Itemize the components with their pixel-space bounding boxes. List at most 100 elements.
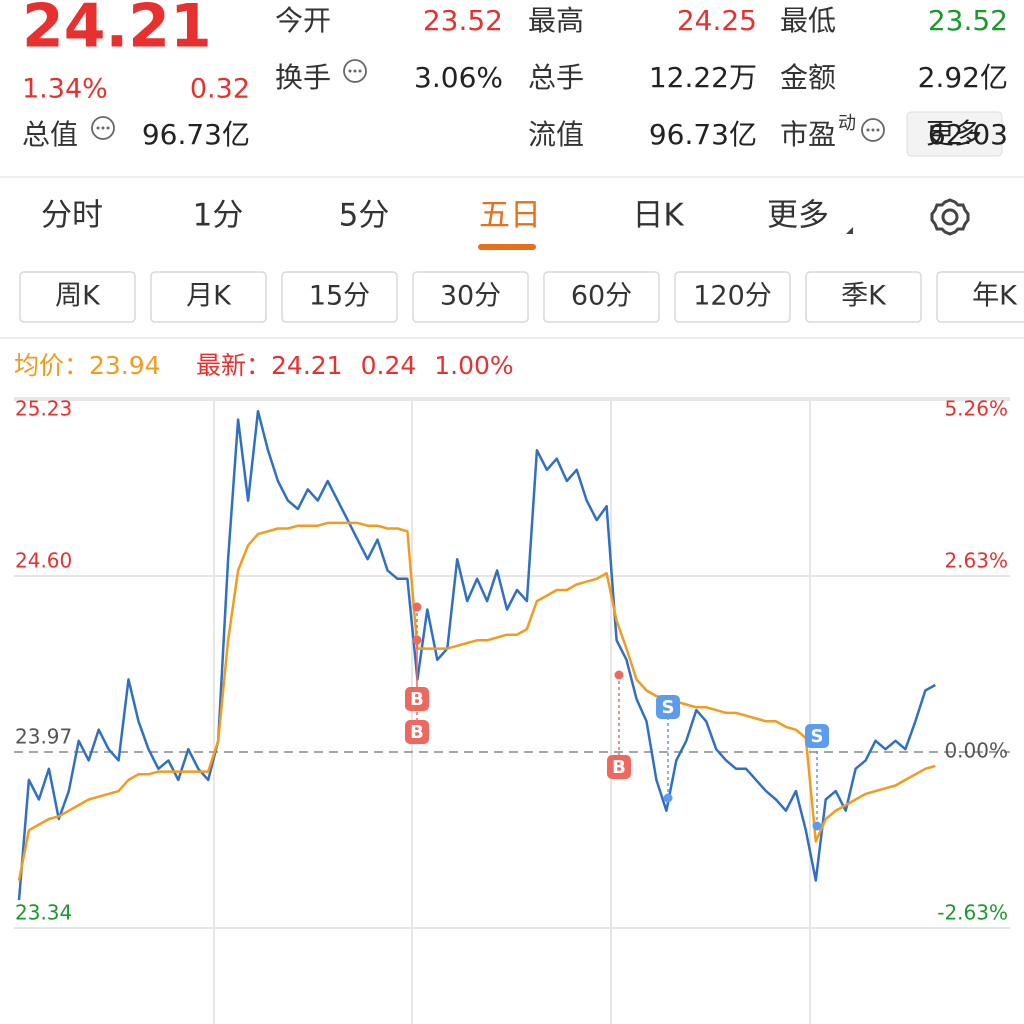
dropdown-icon xyxy=(846,227,853,234)
marker-badge xyxy=(607,755,631,779)
info-circle xyxy=(861,118,885,142)
tab[interactable]: 5分 xyxy=(339,198,390,234)
marker-dot xyxy=(663,793,673,803)
info-dot xyxy=(101,126,105,130)
settings-icon[interactable] xyxy=(930,198,970,236)
y2-tick-label: 0.00% xyxy=(944,739,1008,763)
marker-dot xyxy=(614,670,624,680)
legend-last: 最新：24.21 0.24 1.00% xyxy=(196,351,514,380)
subtab-text[interactable]: 季K xyxy=(841,281,887,312)
avg-line xyxy=(17,521,936,881)
stat-label: 总手 xyxy=(528,61,584,94)
stat-label-sup: 动 xyxy=(838,113,856,134)
stat-value: 96.73亿 xyxy=(649,118,757,151)
legend-value: 0.24 xyxy=(361,351,417,380)
stat-label: 市盈 xyxy=(780,118,836,151)
price: 24.21 xyxy=(22,0,212,62)
y-tick-label: 23.97 xyxy=(15,725,72,749)
subtab-button[interactable] xyxy=(936,271,1024,323)
stat-value: 3.06% xyxy=(414,61,503,94)
stat-value: 23.52 xyxy=(928,4,1008,37)
stat-label: 流值 xyxy=(528,118,584,151)
marker-dot xyxy=(412,635,422,645)
stat-label: 金额 xyxy=(780,61,836,94)
legend-label: 最新： xyxy=(196,351,271,380)
stat-label: 最高 xyxy=(528,4,584,37)
stat-value: 24.25 xyxy=(677,4,757,37)
legend-value: 23.94 xyxy=(89,351,161,380)
subtab-button[interactable] xyxy=(19,271,136,323)
marker-badge xyxy=(656,695,680,719)
stat-value: 2.92亿 xyxy=(918,61,1008,94)
marker-label: B xyxy=(612,757,626,778)
stat-value: 12.22万 xyxy=(649,61,757,94)
info-dot xyxy=(876,128,880,132)
info-dot xyxy=(106,126,110,130)
info-dot xyxy=(358,69,362,73)
legend-avg: 均价：23.94 xyxy=(14,351,161,380)
stat-label: 总值 xyxy=(22,118,78,151)
subtab-button[interactable] xyxy=(150,271,267,323)
marker-label: S xyxy=(662,697,675,718)
price-line xyxy=(17,409,936,901)
subtab-text[interactable]: 60分 xyxy=(571,281,632,312)
legend-value: 1.00% xyxy=(434,351,513,380)
stat-value: 96.73亿 xyxy=(142,118,250,151)
subtab-text[interactable]: 120分 xyxy=(693,281,772,312)
subtab-text[interactable]: 周K xyxy=(55,281,101,312)
tab[interactable]: 更多 xyxy=(767,198,829,234)
y-tick-label: 24.60 xyxy=(15,549,72,573)
subtab-text[interactable]: 15分 xyxy=(309,281,370,312)
info-dot xyxy=(871,128,875,132)
tab[interactable]: 日K xyxy=(632,198,684,234)
marker-badge xyxy=(405,687,429,711)
info-circle xyxy=(343,59,367,83)
marker-dot xyxy=(812,821,822,831)
stat-label: 最低 xyxy=(780,4,836,37)
y-tick-label: 25.23 xyxy=(15,397,72,421)
marker-label: B xyxy=(410,689,424,710)
y2-tick-label: 5.26% xyxy=(944,397,1008,421)
subtab-text[interactable]: 月K xyxy=(186,281,232,312)
marker-dot xyxy=(412,602,422,612)
subtab-button[interactable] xyxy=(412,271,529,323)
change-pct: 1.34% xyxy=(22,74,108,105)
legend-label: 均价： xyxy=(14,351,89,380)
info-dot xyxy=(348,69,352,73)
subtab-button[interactable] xyxy=(543,271,660,323)
change: 0.32 xyxy=(190,74,250,105)
marker-label: B xyxy=(410,722,424,743)
subtab-button[interactable] xyxy=(674,271,791,323)
more-button[interactable] xyxy=(906,111,1003,157)
more-button-text[interactable]: 更多 xyxy=(926,117,982,150)
info-icon xyxy=(861,118,885,142)
marker-label: S xyxy=(811,726,824,747)
marker-badge xyxy=(805,724,829,748)
subtab-text[interactable]: 年K xyxy=(972,281,1018,312)
info-circle xyxy=(91,116,115,140)
subtab-text[interactable]: 30分 xyxy=(440,281,501,312)
y-tick-label: 23.34 xyxy=(15,901,72,925)
tab[interactable]: 五日 xyxy=(479,198,541,234)
info-dot xyxy=(866,128,870,132)
y2-tick-label: 2.63% xyxy=(944,549,1008,573)
tab[interactable]: 1分 xyxy=(193,198,244,234)
subtab-button[interactable] xyxy=(805,271,922,323)
marker-badge xyxy=(405,720,429,744)
info-icon xyxy=(91,116,115,140)
stat-value: 23.52 xyxy=(423,4,503,37)
y2-tick-label: -2.63% xyxy=(937,901,1008,925)
stat-value: 62.03 xyxy=(928,118,1008,151)
legend-value: 24.21 xyxy=(271,351,343,380)
stat-label: 换手 xyxy=(275,61,331,94)
info-icon xyxy=(343,59,367,83)
subtab-button[interactable] xyxy=(281,271,398,323)
tab[interactable]: 分时 xyxy=(41,198,103,234)
info-dot xyxy=(353,69,357,73)
stat-label: 今开 xyxy=(275,4,331,37)
tab-underline xyxy=(478,244,536,250)
info-dot xyxy=(96,126,100,130)
